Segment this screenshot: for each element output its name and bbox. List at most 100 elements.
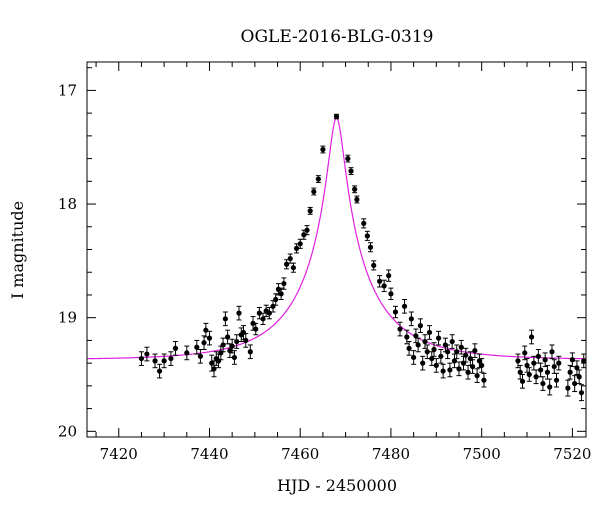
data-point (225, 329, 231, 345)
data-point (284, 259, 290, 270)
data-point (581, 353, 586, 369)
data-point (567, 364, 573, 380)
data-point (472, 343, 478, 358)
data-point (517, 364, 523, 380)
data-point (367, 242, 374, 253)
data-point (361, 218, 367, 229)
data-point (533, 369, 539, 385)
data-point (301, 229, 307, 240)
data-point (197, 349, 204, 364)
data-point (315, 175, 321, 183)
data-point (576, 369, 582, 385)
data-point (231, 350, 238, 365)
data-point (547, 378, 553, 396)
data-point (304, 225, 310, 236)
y-tick-label: 17 (58, 81, 77, 99)
data-point (540, 376, 546, 391)
data-point (435, 330, 442, 346)
data-point (311, 187, 317, 196)
x-tick-label: 7480 (372, 445, 410, 463)
data-point (260, 312, 266, 325)
data-point (433, 358, 439, 373)
data-point (542, 352, 548, 368)
data-point (386, 269, 392, 282)
data-point (263, 304, 269, 318)
x-tick-label: 7440 (190, 445, 228, 463)
data-point (333, 113, 340, 120)
y-tick-label: 20 (58, 422, 77, 440)
data-point (371, 260, 377, 271)
data-point (524, 358, 530, 373)
data-point (445, 344, 451, 360)
data-point (465, 364, 471, 380)
data-point (388, 287, 394, 300)
data-point (203, 322, 209, 338)
data-point (572, 375, 578, 393)
data-point (247, 344, 253, 360)
data-point (424, 344, 430, 360)
data-point (454, 344, 460, 360)
x-tick-label: 7460 (281, 445, 319, 463)
data-point (408, 311, 414, 327)
data-point (440, 363, 446, 379)
data-point (320, 145, 326, 154)
data-point (138, 351, 145, 366)
data-point (431, 342, 437, 357)
data-point (426, 325, 433, 340)
data-point (281, 277, 287, 290)
data-point (469, 359, 476, 374)
data-point (556, 355, 562, 371)
data-point (256, 306, 262, 320)
data-point (348, 167, 354, 175)
data-point (206, 330, 213, 346)
y-tick-label: 19 (58, 309, 77, 327)
data-point (234, 334, 240, 349)
data-point (172, 341, 179, 356)
y-axis-label: I magnitude (8, 201, 27, 299)
data-point (381, 279, 387, 293)
model-fit-curve (87, 116, 586, 360)
data-point (406, 341, 412, 356)
x-tick-label: 7420 (100, 445, 138, 463)
data-point (451, 353, 458, 369)
data-point (535, 349, 541, 364)
data-point (447, 362, 453, 378)
data-point (376, 275, 383, 288)
x-tick-label: 7500 (463, 445, 501, 463)
data-point (515, 353, 521, 369)
y-tick-label: 18 (58, 195, 77, 213)
data-point (528, 329, 535, 345)
data-point (456, 361, 462, 377)
data-point (243, 333, 249, 348)
data-point (253, 322, 259, 336)
data-point (553, 372, 560, 388)
data-point (352, 185, 358, 194)
data-point (273, 293, 279, 306)
data-point (458, 339, 464, 355)
data-point (538, 362, 544, 378)
data-point (519, 374, 526, 389)
data-point (401, 299, 408, 314)
data-point (392, 305, 399, 319)
x-axis-label: HJD - 2450000 (277, 476, 397, 495)
data-point (184, 345, 190, 361)
data-point (168, 351, 174, 366)
data-point (220, 337, 226, 353)
data-point (565, 379, 571, 397)
data-point (463, 347, 469, 363)
data-point (531, 355, 537, 371)
data-point (481, 372, 487, 388)
data-point (397, 321, 403, 337)
data-point (278, 287, 284, 300)
data-point (474, 368, 480, 383)
data-point (250, 316, 256, 331)
data-point (479, 358, 485, 373)
data-point (270, 300, 276, 313)
data-point (420, 355, 426, 371)
data-point (354, 195, 360, 204)
data-point (307, 206, 313, 215)
data-point (161, 353, 167, 369)
data-point (156, 363, 163, 379)
data-point (422, 334, 428, 349)
